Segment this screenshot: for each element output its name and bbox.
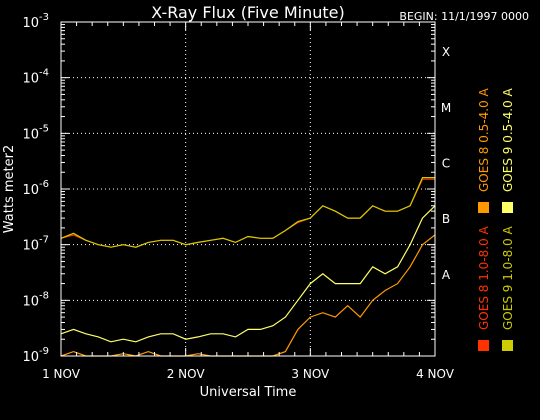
y-tick-base: 10 [22, 239, 39, 254]
y-tick-label: 10-7 [22, 235, 49, 254]
y-tick-label: 10-6 [22, 179, 49, 198]
y-axis-label: Watts meter2 [2, 145, 17, 233]
flare-class-a: A [442, 268, 451, 282]
flare-class-b: B [442, 212, 450, 226]
y-tick-label: 10-9 [22, 346, 49, 365]
x-tick-labels: 1 NOV 2 NOV 3 NOV 4 NOV [42, 367, 455, 381]
y-tick-exponent: -3 [39, 12, 49, 23]
y-tick-exponent: -6 [39, 179, 49, 190]
y-tick-exponent: -4 [39, 68, 49, 79]
y-tick-label: 10-4 [22, 68, 49, 87]
legend-swatch [502, 340, 513, 351]
chart-title: X-Ray Flux (Five Minute) [151, 3, 344, 22]
y-tick-base: 10 [22, 72, 39, 87]
begin-date-label: BEGIN: 11/1/1997 0000 [399, 10, 529, 23]
x-tick-label: 1 NOV [42, 367, 81, 381]
series-line-3 [60, 205, 436, 343]
y-tick-exponent: -7 [39, 235, 49, 246]
flare-class-labels: A B C M X [441, 45, 451, 282]
flare-class-m: M [441, 101, 451, 115]
y-tick-base: 10 [22, 127, 39, 142]
y-tick-label: 10-5 [22, 123, 49, 142]
y-tick-labels: 10-910-810-710-610-510-410-3 [22, 12, 49, 365]
y-tick-exponent: -9 [39, 346, 49, 357]
x-tick-label: 3 NOV [291, 367, 330, 381]
legend-label: GOES 8 1.0-8.0 A [477, 225, 491, 330]
y-tick-base: 10 [22, 294, 39, 309]
y-tick-label: 10-3 [22, 12, 49, 31]
flare-class-x: X [442, 45, 450, 59]
flare-class-c: C [442, 156, 450, 170]
legend: GOES 8 1.0-8.0 A GOES 8 0.5-4.0 A GOES 9 1… [477, 87, 515, 351]
y-tick-base: 10 [22, 350, 39, 365]
legend-label: GOES 9 0.5-4.0 A [501, 87, 515, 192]
y-tick-base: 10 [22, 183, 39, 198]
x-axis-label: Universal Time [200, 385, 297, 400]
y-tick-base: 10 [22, 16, 39, 31]
x-tick-label: 4 NOV [416, 367, 455, 381]
x-tick-label: 2 NOV [167, 367, 206, 381]
y-tick-label: 10-8 [22, 290, 49, 309]
axis-ticks [60, 21, 436, 357]
legend-swatch [478, 202, 489, 213]
legend-swatch [502, 202, 513, 213]
series-line-2 [60, 177, 435, 248]
legend-label: GOES 9 1.0-8.0 A [501, 225, 515, 330]
y-tick-exponent: -5 [39, 123, 49, 134]
legend-swatch [478, 340, 489, 351]
legend-label: GOES 8 0.5-4.0 A [477, 87, 491, 192]
y-tick-exponent: -8 [39, 290, 49, 301]
